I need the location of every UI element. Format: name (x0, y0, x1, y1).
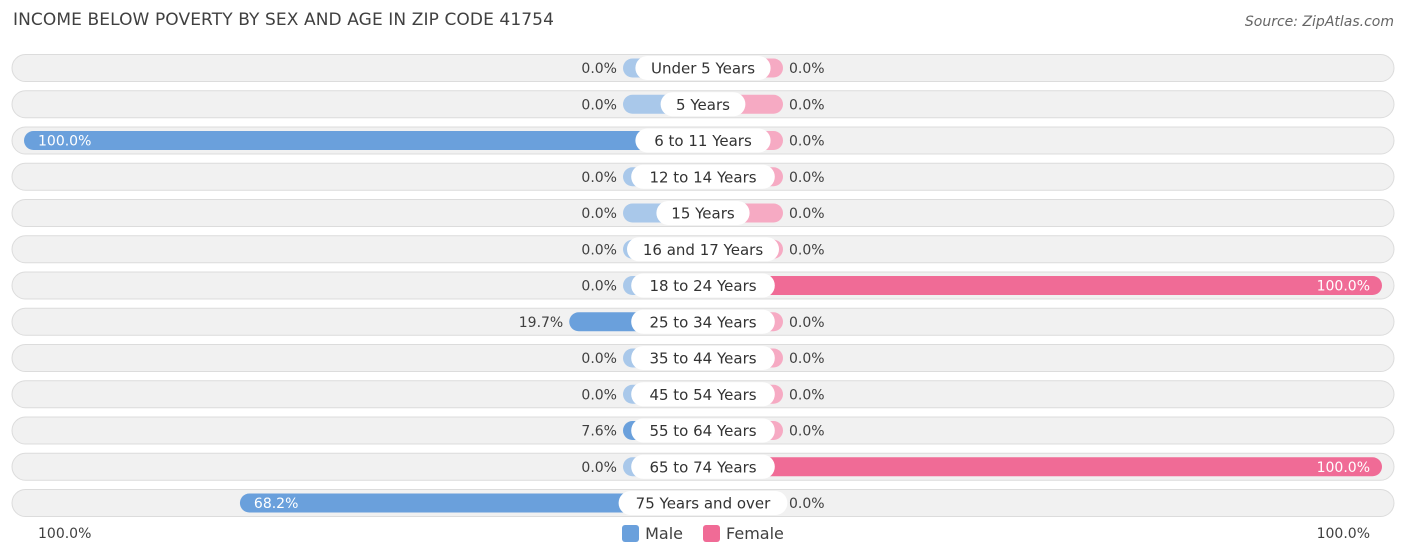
female-value-label-75-years-and-over: 0.0% (789, 496, 825, 512)
category-label-65-to-74-years: 65 to 74 Years (649, 458, 756, 476)
female-value-label-45-to-54-years: 0.0% (789, 387, 825, 403)
category-pill-12-to-14-years (631, 164, 775, 189)
legend-item-female[interactable]: Female (703, 524, 784, 543)
female-value-label-35-to-44-years: 0.0% (789, 351, 825, 367)
female-value-label-18-to-24-years: 100.0% (1317, 279, 1370, 295)
legend-swatch-female (703, 525, 721, 542)
category-label-18-to-24-years: 18 to 24 Years (649, 277, 756, 295)
female-bar-18-to-24-years[interactable] (703, 276, 1382, 295)
male-value-label-75-years-and-over: 68.2% (254, 496, 298, 512)
female-bar-65-to-74-years[interactable] (703, 457, 1382, 477)
category-pill-45-to-54-years (631, 382, 775, 407)
category-pill-65-to-74-years (631, 454, 775, 479)
male-bar-6-to-11-years[interactable] (24, 131, 703, 150)
chart-source: Source: ZipAtlas.com (1244, 14, 1394, 30)
category-label-75-years-and-over: 75 Years and over (636, 495, 771, 513)
female-value-label-15-years: 0.0% (789, 206, 825, 222)
female-value-label-16-and-17-years: 0.0% (789, 242, 825, 258)
legend: Male Female (0, 524, 1406, 543)
category-pill-6-to-11-years (635, 128, 771, 153)
male-value-label-65-to-74-years: 0.0% (581, 460, 617, 476)
female-value-label-25-to-34-years: 0.0% (789, 315, 825, 331)
female-value-label-5-years: 0.0% (789, 97, 825, 113)
male-bar-75-years-and-over[interactable] (239, 493, 703, 513)
category-label-55-to-64-years: 55 to 64 Years (649, 422, 756, 440)
category-pill-15-years (656, 201, 750, 225)
category-label-25-to-34-years: 25 to 34 Years (649, 313, 756, 331)
male-value-label-45-to-54-years: 0.0% (581, 387, 617, 403)
category-pill-under-5-years (635, 56, 771, 80)
female-value-label-12-to-14-years: 0.0% (789, 170, 825, 186)
legend-swatch-male (622, 525, 640, 542)
category-label-under-5-years: Under 5 Years (651, 60, 755, 78)
category-label-16-and-17-years: 16 and 17 Years (643, 241, 763, 259)
male-value-label-18-to-24-years: 0.0% (581, 279, 617, 295)
male-value-label-5-years: 0.0% (581, 97, 617, 113)
legend-label-male: Male (645, 524, 684, 543)
category-label-35-to-44-years: 35 to 44 Years (649, 350, 756, 368)
axis-left-label: 100.0% (38, 526, 92, 542)
male-value-label-15-years: 0.0% (581, 206, 617, 222)
legend-item-male[interactable]: Male (622, 524, 683, 543)
chart-title: INCOME BELOW POVERTY BY SEX AND AGE IN Z… (13, 10, 555, 30)
female-value-label-65-to-74-years: 100.0% (1317, 460, 1370, 476)
category-label-12-to-14-years: 12 to 14 Years (649, 168, 756, 186)
category-label-5-years: 5 Years (676, 96, 730, 114)
male-value-label-12-to-14-years: 0.0% (581, 170, 617, 186)
male-value-label-55-to-64-years: 7.6% (581, 424, 617, 440)
category-pill-25-to-34-years (631, 309, 775, 334)
male-value-label-16-and-17-years: 0.0% (581, 242, 617, 258)
category-pill-18-to-24-years (631, 273, 775, 298)
category-pill-75-years-and-over (618, 491, 788, 515)
category-pill-35-to-44-years (631, 346, 775, 370)
category-label-45-to-54-years: 45 to 54 Years (649, 386, 756, 404)
female-value-label-55-to-64-years: 0.0% (789, 424, 825, 440)
category-pill-55-to-64-years (631, 418, 775, 443)
chart-plot-area: 0.0% 0.0% Under 5 Years 0.0% 0.0% 5 Years 100.… (11, 54, 1395, 517)
male-value-label-25-to-34-years: 19.7% (519, 315, 563, 331)
legend-label-female: Female (726, 524, 784, 543)
axis-right-label: 100.0% (1316, 526, 1370, 542)
category-label-15-years: 15 Years (671, 205, 735, 223)
male-value-label-6-to-11-years: 100.0% (38, 134, 91, 150)
female-value-label-6-to-11-years: 0.0% (789, 134, 825, 150)
female-value-label-under-5-years: 0.0% (789, 61, 825, 77)
category-label-6-to-11-years: 6 to 11 Years (654, 132, 752, 150)
male-value-label-35-to-44-years: 0.0% (581, 351, 617, 367)
category-pill-5-years (660, 92, 746, 117)
male-value-label-under-5-years: 0.0% (581, 61, 617, 77)
category-pill-16-and-17-years (627, 237, 779, 262)
